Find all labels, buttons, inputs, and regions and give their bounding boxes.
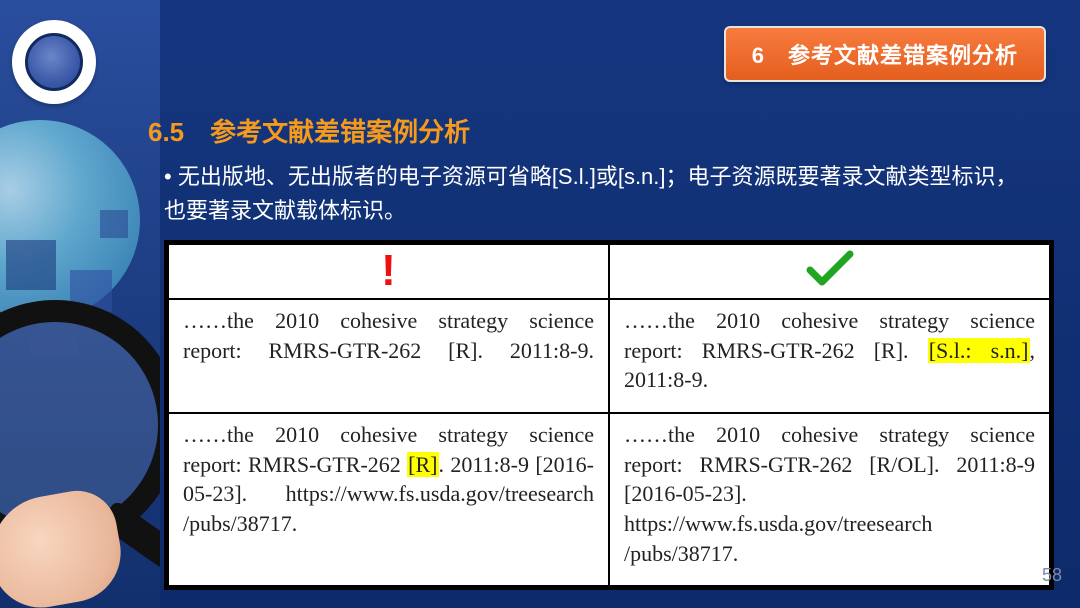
chapter-badge: 6 参考文献差错案例分析 xyxy=(724,26,1046,82)
comparison-table: ! ……the 2010 cohesive strategy science r… xyxy=(167,243,1051,587)
wrong-header-cell: ! xyxy=(168,244,609,299)
check-icon xyxy=(806,248,854,294)
correct-cell-2: ……the 2010 cohesive strategy science rep… xyxy=(609,413,1050,586)
logo-inner xyxy=(25,33,83,91)
table-row: ……the 2010 cohesive strategy science rep… xyxy=(168,413,1050,586)
bullet-text: • 无出版地、无出版者的电子资源可省略[S.l.]或[s.n.]；电子资源既要著… xyxy=(164,160,1036,228)
correct-cell-1: ……the 2010 cohesive strategy science rep… xyxy=(609,299,1050,413)
slide: 6 参考文献差错案例分析 6.5 参考文献差错案例分析 • 无出版地、无出版者的… xyxy=(0,0,1080,608)
comparison-table-wrap: ! ……the 2010 cohesive strategy science r… xyxy=(164,240,1054,590)
table-row: ……the 2010 cohesive strategy science rep… xyxy=(168,299,1050,413)
exclamation-icon: ! xyxy=(381,246,396,296)
wrong-cell-2: ……the 2010 cohesive strategy science rep… xyxy=(168,413,609,586)
pixel-block xyxy=(6,240,56,290)
correct-header-cell xyxy=(609,244,1050,299)
wrong-cell-1: ……the 2010 cohesive strategy science rep… xyxy=(168,299,609,413)
page-number: 58 xyxy=(1042,565,1062,586)
section-title: 6.5 参考文献差错案例分析 xyxy=(148,112,470,149)
table-header-row: ! xyxy=(168,244,1050,299)
pixel-block xyxy=(100,210,128,238)
logo-badge xyxy=(12,20,96,104)
